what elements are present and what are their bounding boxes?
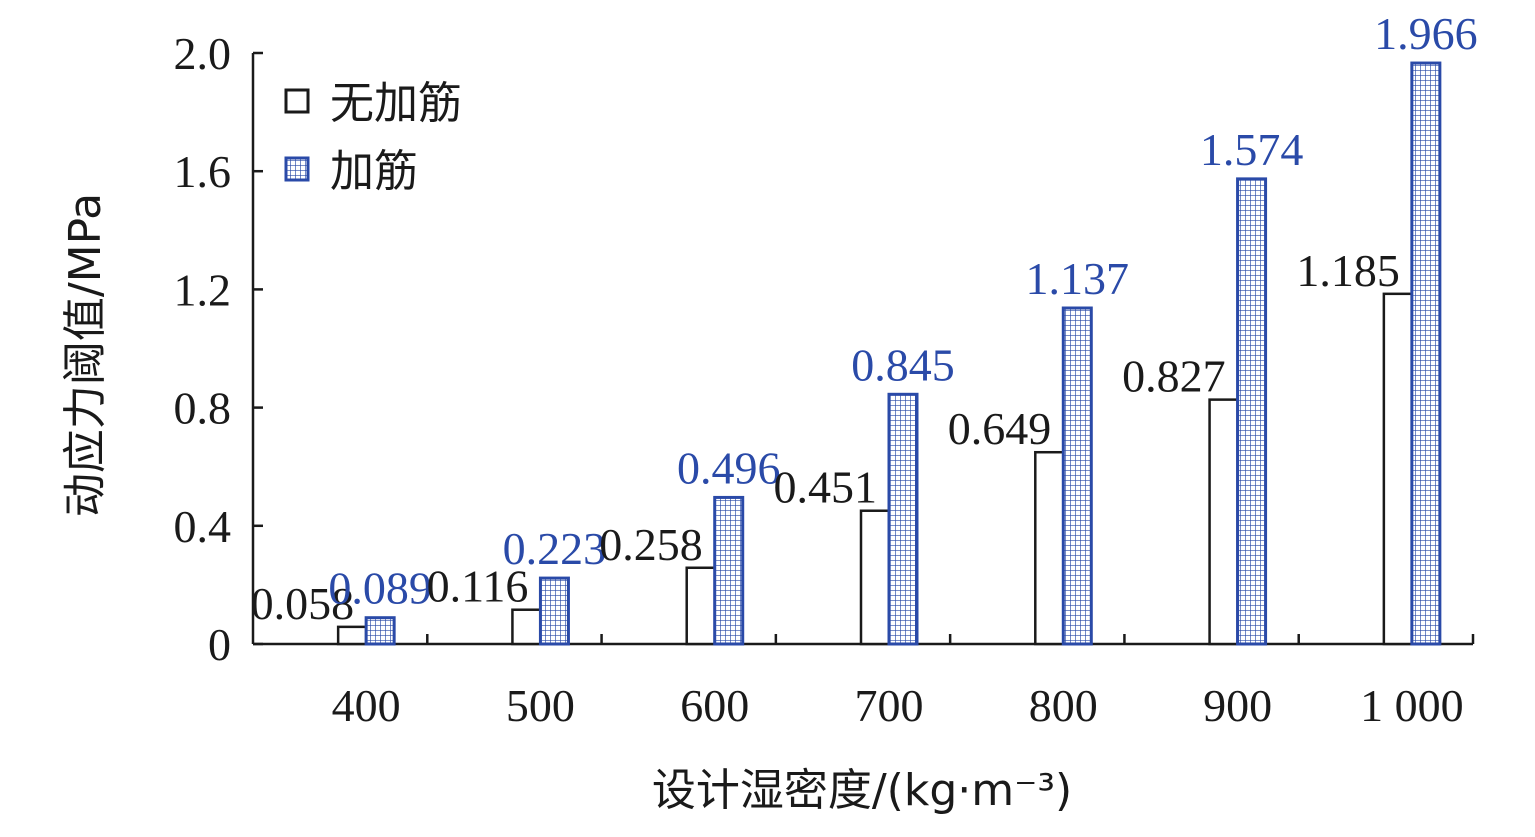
y-tick-label: 0.8 — [174, 383, 232, 434]
bar-unreinforced — [336, 625, 368, 646]
data-label-reinforced: 0.223 — [503, 523, 607, 574]
data-label-reinforced: 0.496 — [677, 442, 781, 493]
legend-label-unreinforced: 无加筋 — [330, 78, 462, 129]
legend-swatch-reinforced — [284, 156, 310, 182]
data-label-reinforced: 1.966 — [1374, 8, 1478, 59]
legend-swatch-unreinforced — [284, 88, 310, 114]
axes: 0 0.4 0.8 1.2 1.6 2.0 400 500 600 700 800 900 1 000 — [174, 28, 1475, 731]
data-label-reinforced: 1.574 — [1200, 124, 1304, 175]
x-tick-label: 500 — [506, 680, 575, 731]
bar-reinforced — [713, 495, 745, 646]
x-tick-label: 600 — [680, 680, 749, 731]
x-tick-label: 900 — [1203, 680, 1272, 731]
bar-reinforced — [1410, 61, 1442, 646]
data-label-reinforced: 1.137 — [1026, 253, 1130, 304]
data-label-unreinforced: 0.827 — [1122, 351, 1226, 402]
data-label-unreinforced: 1.185 — [1296, 245, 1400, 296]
data-label-reinforced: 0.845 — [851, 339, 955, 390]
bars — [336, 61, 1442, 646]
x-tick-label: 700 — [855, 680, 924, 731]
bar-reinforced — [364, 616, 396, 646]
bar-unreinforced — [1382, 292, 1414, 646]
bar-reinforced — [1236, 177, 1268, 646]
bar-reinforced — [1061, 306, 1093, 646]
data-label-unreinforced: 0.451 — [774, 462, 878, 513]
bar-unreinforced — [1034, 450, 1065, 646]
bar-unreinforced — [685, 566, 716, 646]
y-tick-label: 2.0 — [174, 28, 232, 79]
x-axis-title: 设计湿密度/(kg·m⁻³) — [652, 765, 1072, 816]
bar-unreinforced — [859, 509, 891, 646]
bar-reinforced — [887, 392, 919, 646]
data-label-unreinforced: 0.649 — [948, 403, 1052, 454]
bar-unreinforced — [511, 608, 542, 646]
x-tick-label: 1 000 — [1360, 680, 1464, 731]
data-label-unreinforced: 0.058 — [251, 578, 355, 629]
bar-unreinforced — [1208, 398, 1239, 646]
y-axis-title: 动应力阈值/MPa — [60, 193, 111, 517]
data-label-reinforced: 0.089 — [328, 563, 432, 614]
data-label-unreinforced: 0.258 — [599, 519, 703, 570]
bar-reinforced — [538, 576, 570, 646]
y-tick-label: 0.4 — [174, 501, 232, 552]
legend-label-reinforced: 加筋 — [330, 146, 418, 197]
y-tick-label: 1.6 — [174, 146, 232, 197]
data-label-unreinforced: 0.116 — [427, 561, 529, 612]
x-tick-label: 800 — [1029, 680, 1098, 731]
y-tick-label: 1.2 — [174, 264, 232, 315]
y-tick-label: 0 — [208, 619, 231, 670]
x-tick-label: 400 — [332, 680, 401, 731]
